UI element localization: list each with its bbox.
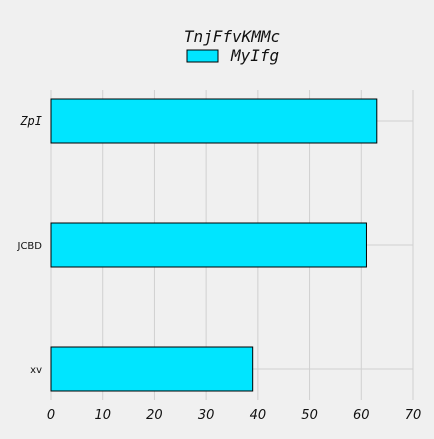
x-tick-label-70: 70 xyxy=(405,408,422,423)
x-tick-label-10: 10 xyxy=(94,408,111,423)
y-tick-label-JCBD: JCBD xyxy=(17,241,43,252)
y-tick-labels: ZpI JCBD xv xyxy=(17,114,43,376)
y-tick-label-ZpI: ZpI xyxy=(19,114,42,128)
legend: TnjFfvKMMc MyIfg xyxy=(184,27,280,65)
legend-label: MyIfg xyxy=(230,46,279,65)
x-tick-label-60: 60 xyxy=(353,408,370,423)
bar-JCBD xyxy=(50,222,367,268)
x-tick-labels: 0 10 20 30 40 50 60 70 xyxy=(47,408,421,423)
bar-xv xyxy=(50,346,254,392)
x-tick-label-20: 20 xyxy=(146,408,163,423)
x-tick-label-0: 0 xyxy=(47,408,55,423)
bar-ZpI xyxy=(50,98,378,144)
legend-title: TnjFfvKMMc xyxy=(184,27,280,46)
y-tick-label-xv: xv xyxy=(30,365,42,376)
x-tick-label-40: 40 xyxy=(250,408,267,423)
x-tick-label-30: 30 xyxy=(198,408,215,423)
x-tick-label-50: 50 xyxy=(301,408,318,423)
legend-swatch xyxy=(186,49,219,63)
bars xyxy=(50,98,378,392)
